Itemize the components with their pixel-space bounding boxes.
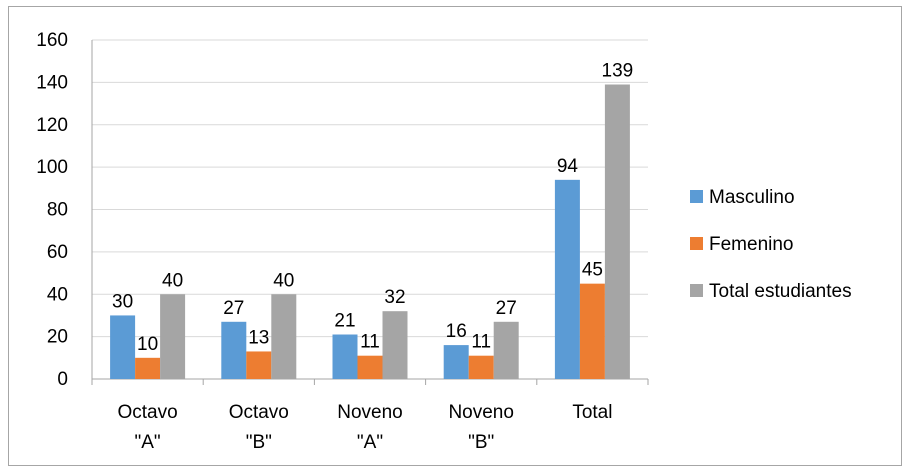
y-tick-label: 160 [36,30,68,51]
data-label: 10 [137,334,158,355]
x-tick-label: "A" [135,432,161,453]
bar-2-3 [493,321,519,379]
x-tick-label: Noveno [337,402,403,423]
y-tick-label: 100 [36,157,68,178]
bar-0-2 [332,334,358,379]
data-label: 21 [334,311,355,332]
bar-2-4 [604,84,630,380]
y-tick-label: 0 [57,369,68,390]
data-label: 13 [248,327,269,348]
bar-1-0 [135,357,161,379]
data-label: 94 [557,156,579,177]
x-tick-label: Total [572,402,612,423]
legend-entry: Masculino [709,187,795,208]
data-label: 32 [384,287,405,308]
x-tick-label: Noveno [448,402,514,423]
bar-2-0 [160,294,186,379]
legend-entry: Femenino [709,234,794,255]
legend-swatch [690,284,703,297]
legend-swatch [690,237,703,250]
y-tick-label: 80 [47,200,68,221]
x-tick-label: Octavo [229,402,289,423]
x-tick-label: "B" [468,432,494,453]
bar-1-1 [246,351,272,379]
data-label: 40 [273,270,294,291]
x-tick-label: "B" [246,432,272,453]
data-label: 16 [446,321,467,342]
bar-0-0 [110,315,136,379]
data-label: 27 [496,298,517,319]
data-label: 40 [162,270,183,291]
bar-1-3 [468,355,494,379]
data-label: 30 [112,291,133,312]
data-label: 11 [360,332,380,353]
bar-2-2 [382,311,408,379]
data-label: 45 [582,260,603,281]
bar-0-1 [221,321,247,379]
y-tick-label: 20 [47,327,68,348]
x-tick-label: "A" [357,432,383,453]
bar-2-1 [271,294,297,379]
bar-0-3 [443,345,469,379]
data-label: 11 [471,332,491,353]
y-tick-label: 40 [47,284,68,305]
y-tick-label: 120 [36,115,68,136]
y-tick-label: 140 [36,72,68,93]
data-label: 139 [602,60,634,81]
x-tick-label: Octavo [117,402,177,423]
bar-1-2 [357,355,383,379]
legend-swatch [690,190,703,203]
data-label: 27 [223,298,244,319]
y-tick-label: 60 [47,242,68,263]
bar-0-4 [554,179,580,379]
bar-1-4 [579,283,605,379]
legend-entry: Total estudiantes [709,281,852,302]
